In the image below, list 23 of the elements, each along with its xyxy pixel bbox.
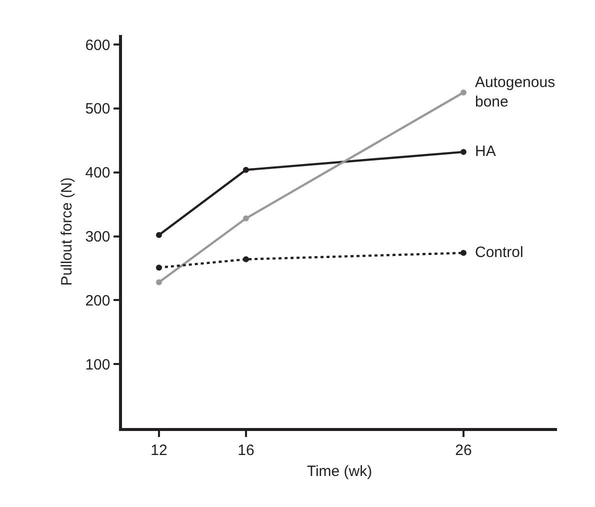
series-label: HA xyxy=(475,143,496,160)
point xyxy=(460,90,466,96)
y-tick-label: 100 xyxy=(85,356,110,374)
y-tick-label: 200 xyxy=(85,292,110,310)
point xyxy=(156,279,162,286)
x-axis-title: Time (wk) xyxy=(306,462,372,480)
series-label: Autogenous bone xyxy=(475,74,556,110)
y-tick-label: 300 xyxy=(85,228,110,246)
point xyxy=(242,256,249,262)
point xyxy=(460,148,466,155)
point xyxy=(156,232,162,238)
point xyxy=(242,215,249,222)
x-tick-label: 12 xyxy=(150,442,168,459)
y-tick-label: 500 xyxy=(85,100,110,118)
point xyxy=(460,250,466,256)
y-axis-title: Pullout force (N) xyxy=(58,177,76,286)
x-tick-label: 26 xyxy=(455,442,472,459)
series-label: Control xyxy=(475,244,524,261)
point xyxy=(156,264,162,271)
point xyxy=(242,166,249,173)
y-tick-label: 400 xyxy=(85,164,110,182)
y-tick-label: 600 xyxy=(85,36,110,54)
x-tick-label: 16 xyxy=(238,442,254,459)
